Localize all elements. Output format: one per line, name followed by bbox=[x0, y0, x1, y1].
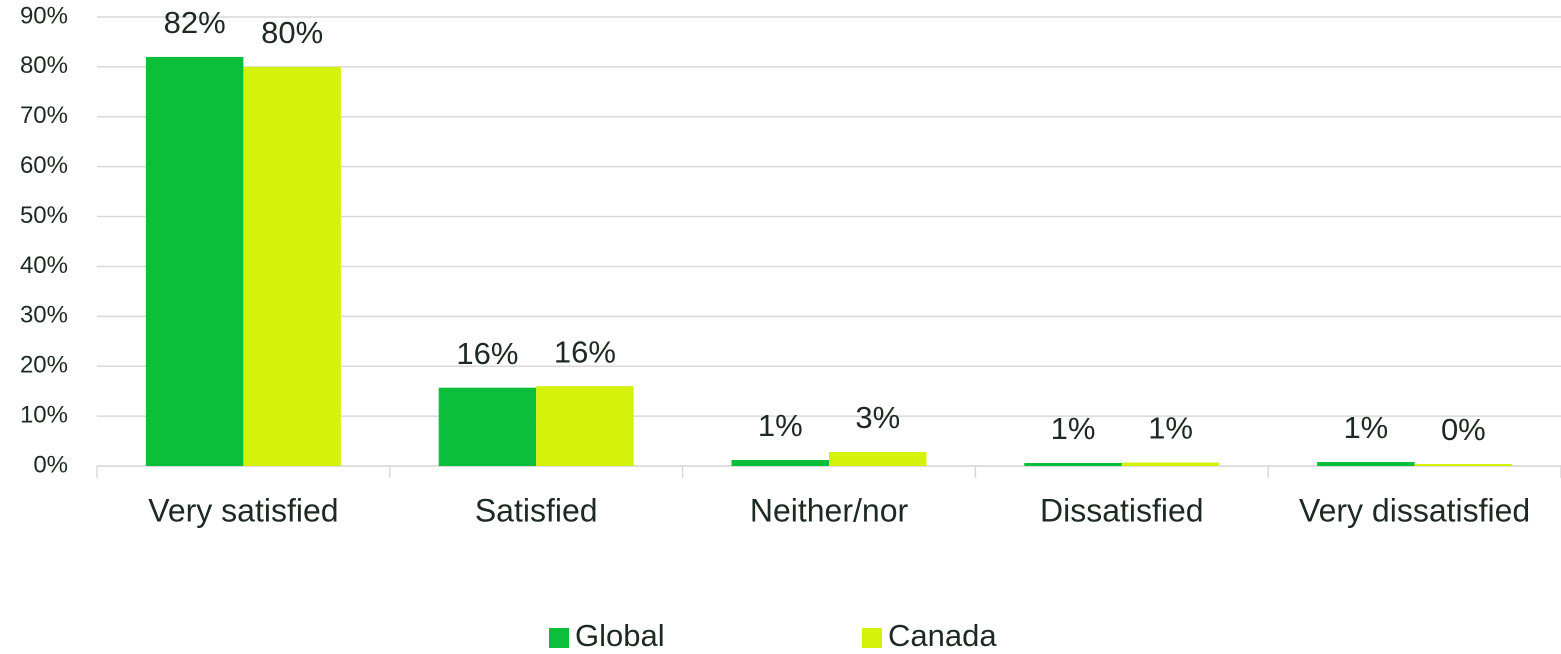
value-label: 1% bbox=[1343, 410, 1388, 445]
bar bbox=[1317, 462, 1415, 466]
value-label: 3% bbox=[855, 400, 900, 435]
legend-label: Global bbox=[575, 618, 665, 653]
y-tick-label: 80% bbox=[20, 52, 68, 79]
y-tick-label: 10% bbox=[20, 401, 68, 428]
y-tick-label: 70% bbox=[20, 102, 68, 129]
value-label: 0% bbox=[1441, 412, 1486, 447]
value-label: 16% bbox=[554, 334, 616, 369]
legend-swatch bbox=[862, 628, 882, 648]
y-tick-label: 0% bbox=[33, 451, 68, 478]
legend-label: Canada bbox=[888, 618, 997, 653]
value-label: 1% bbox=[1051, 411, 1096, 446]
bar bbox=[243, 66, 341, 466]
x-tick-label: Satisfied bbox=[475, 492, 598, 528]
bar bbox=[1024, 463, 1122, 466]
value-label: 80% bbox=[261, 15, 323, 50]
y-tick-label: 40% bbox=[20, 252, 68, 279]
legend-swatch bbox=[549, 628, 569, 648]
value-label: 82% bbox=[164, 5, 226, 40]
y-tick-label: 60% bbox=[20, 152, 68, 179]
bar bbox=[731, 460, 829, 466]
x-tick-label: Very dissatisfied bbox=[1299, 492, 1530, 528]
bar bbox=[1414, 464, 1513, 466]
bar bbox=[829, 452, 927, 466]
x-tick-label: Dissatisfied bbox=[1040, 492, 1204, 528]
value-label: 1% bbox=[1148, 411, 1193, 446]
x-tick-label: Neither/nor bbox=[750, 492, 909, 528]
bar bbox=[536, 386, 634, 466]
y-tick-label: 90% bbox=[20, 2, 68, 29]
bar bbox=[438, 387, 537, 466]
y-tick-label: 30% bbox=[20, 302, 68, 329]
value-label: 1% bbox=[758, 408, 803, 443]
value-label: 16% bbox=[456, 336, 518, 371]
bar bbox=[145, 56, 244, 467]
x-tick-label: Very satisfied bbox=[148, 492, 338, 528]
bar bbox=[1121, 462, 1220, 466]
y-tick-label: 20% bbox=[20, 352, 68, 379]
y-tick-label: 50% bbox=[20, 202, 68, 229]
